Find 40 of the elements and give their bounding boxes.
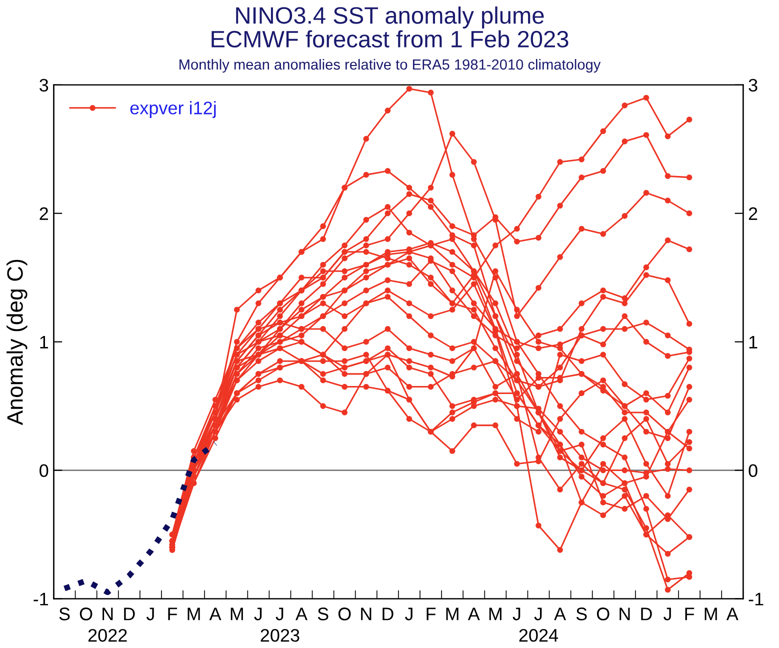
x-tick-label: O bbox=[338, 608, 351, 620]
y2-tick-label: 0 bbox=[748, 464, 758, 478]
x-tick-label: M bbox=[489, 608, 502, 620]
x-tick-label: A bbox=[468, 608, 480, 620]
x-tick-label: J bbox=[664, 608, 671, 620]
x-tick-label: S bbox=[318, 608, 328, 620]
x-tick-label: A bbox=[726, 608, 738, 620]
y-tick-label: 2 bbox=[40, 207, 48, 220]
x-tick-label: A bbox=[209, 608, 222, 620]
y2-tick-label: -1 bbox=[748, 592, 764, 606]
x-tick-label: D bbox=[641, 608, 652, 620]
x-tick-label: M bbox=[188, 608, 200, 620]
y2-tick-label: 1 bbox=[749, 336, 758, 348]
chart-subtitle: Monthly mean anomalies relative to ERA5 1981-2010 climatology bbox=[180, 58, 601, 73]
x-tick-label: D bbox=[382, 608, 394, 620]
x-tick-label: J bbox=[512, 608, 520, 620]
x-tick-label: S bbox=[59, 608, 70, 620]
x-tick-label: J bbox=[405, 608, 412, 620]
x-tick-label: D bbox=[124, 608, 135, 620]
x-tick-label: S bbox=[576, 608, 587, 620]
legend-label: expver i12j bbox=[130, 101, 216, 118]
chart-title: NINO3.4 SST anomaly plume ECMWF forecast from 1 Feb 2023 bbox=[212, 6, 568, 48]
x-tick-label: O bbox=[596, 608, 610, 620]
y2-tick-label: 2 bbox=[748, 207, 758, 220]
y-tick-label: 3 bbox=[40, 78, 48, 92]
y-tick-label: 1 bbox=[40, 336, 48, 348]
x-tick-label: J bbox=[146, 608, 154, 620]
x-tick-label: M bbox=[446, 608, 458, 620]
x-tick-label: M bbox=[704, 608, 717, 620]
x-tick-label: F bbox=[685, 608, 694, 620]
x-tick-label: F bbox=[426, 608, 436, 620]
x-tick-label: N bbox=[361, 608, 372, 620]
x-tick-label: M bbox=[230, 608, 243, 620]
y-tick-label: -1 bbox=[34, 592, 48, 606]
y2-tick-label: 3 bbox=[748, 78, 758, 92]
x-tick-label: N bbox=[620, 608, 630, 620]
x-tick-label: F bbox=[168, 608, 178, 620]
x-tick-label: J bbox=[254, 608, 262, 620]
y-tick-label: 0 bbox=[40, 464, 48, 478]
y-axis-title: Anomaly (deg C) bbox=[6, 260, 28, 426]
